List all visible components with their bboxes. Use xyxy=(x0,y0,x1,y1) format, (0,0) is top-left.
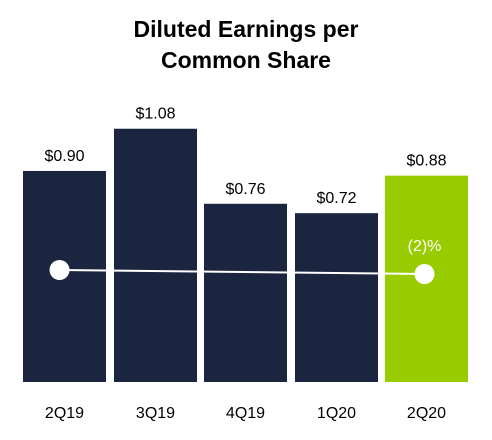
x-tick-label-2q20: 2Q20 xyxy=(407,405,446,422)
x-tick-label-2q19: 2Q19 xyxy=(45,405,84,422)
x-tick-label-4q19: 4Q19 xyxy=(226,405,265,422)
value-label-3q19: $1.08 xyxy=(135,106,175,123)
value-label-2q19: $0.90 xyxy=(44,148,84,165)
chart-title-line2: Common Share xyxy=(161,47,331,73)
trend-start-marker xyxy=(49,260,70,280)
trend-end-marker xyxy=(414,264,435,284)
value-label-4q19: $0.76 xyxy=(225,181,265,198)
value-label-1q20: $0.72 xyxy=(316,190,356,207)
value-label-2q20: $0.88 xyxy=(406,153,446,170)
bar-3q19 xyxy=(114,128,197,382)
chart-title-line1: Diluted Earnings per xyxy=(133,16,359,42)
trend-line xyxy=(59,269,425,275)
x-tick-label-1q20: 1Q20 xyxy=(317,405,356,422)
x-tick-label-3q19: 3Q19 xyxy=(136,405,175,422)
bar-1q20 xyxy=(295,213,378,382)
change-label: (2)% xyxy=(408,238,442,255)
bar-4q19 xyxy=(204,203,287,382)
